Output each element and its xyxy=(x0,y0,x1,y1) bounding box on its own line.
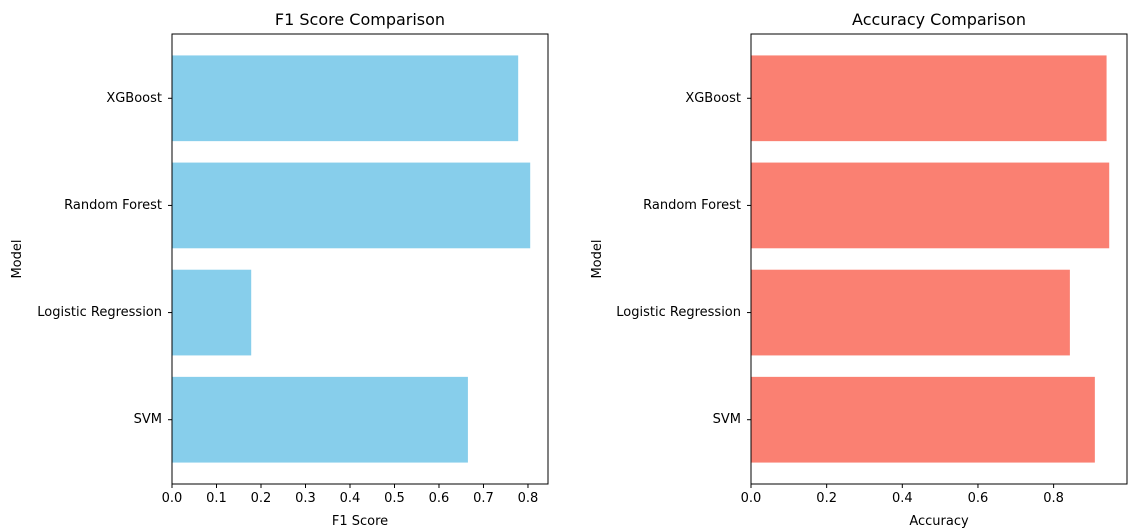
x-tick-label: 0.0 xyxy=(741,491,762,506)
y-axis-label: Model xyxy=(10,239,25,278)
axes-frame xyxy=(750,33,1128,485)
bar-svm xyxy=(172,376,468,463)
y-tick-label: Random Forest xyxy=(64,198,162,213)
x-tick-label: 0.2 xyxy=(251,491,272,506)
x-tick-label: 0.1 xyxy=(206,491,227,506)
x-tick-label: 0.7 xyxy=(473,491,494,506)
x-axis-label: F1 Score xyxy=(332,514,388,529)
bar-random-forest xyxy=(172,162,531,249)
y-tick-label: XGBoost xyxy=(685,91,741,106)
y-tick-label: Logistic Regression xyxy=(616,305,741,320)
bar-random-forest xyxy=(751,162,1110,249)
y-tick-label: SVM xyxy=(713,412,741,427)
f1-score-chart: SVM Logistic Regression Random Forest XGBoo… xyxy=(10,10,549,529)
bar-xgboost xyxy=(751,55,1107,142)
bar-xgboost xyxy=(172,55,519,142)
y-tick-label: Random Forest xyxy=(643,198,741,213)
x-tick-label: 0.6 xyxy=(968,491,989,506)
x-tick-label: 0.8 xyxy=(1043,491,1064,506)
bar-logistic-regression xyxy=(172,269,252,356)
x-tick-label: 0.0 xyxy=(162,491,183,506)
x-axis-label: Accuracy xyxy=(909,514,969,529)
x-tick-label: 0.8 xyxy=(518,491,539,506)
x-tick-label: 0.6 xyxy=(429,491,450,506)
accuracy-chart: SVM Logistic Regression Random Forest XGBoo… xyxy=(590,10,1128,529)
y-axis-label: Model xyxy=(590,239,605,278)
bar-logistic-regression xyxy=(751,269,1070,356)
x-tick-label: 0.3 xyxy=(295,491,316,506)
chart-title: F1 Score Comparison xyxy=(275,10,445,29)
y-tick-label: SVM xyxy=(134,412,162,427)
y-tick-label: XGBoost xyxy=(106,91,162,106)
x-tick-label: 0.5 xyxy=(384,491,405,506)
x-tick-label: 0.4 xyxy=(892,491,913,506)
bar-svm xyxy=(751,376,1095,463)
x-tick-label: 0.4 xyxy=(340,491,361,506)
y-tick-label: Logistic Regression xyxy=(37,305,162,320)
axes-frame xyxy=(171,33,549,485)
x-tick-label: 0.2 xyxy=(816,491,837,506)
chart-title: Accuracy Comparison xyxy=(852,10,1026,29)
